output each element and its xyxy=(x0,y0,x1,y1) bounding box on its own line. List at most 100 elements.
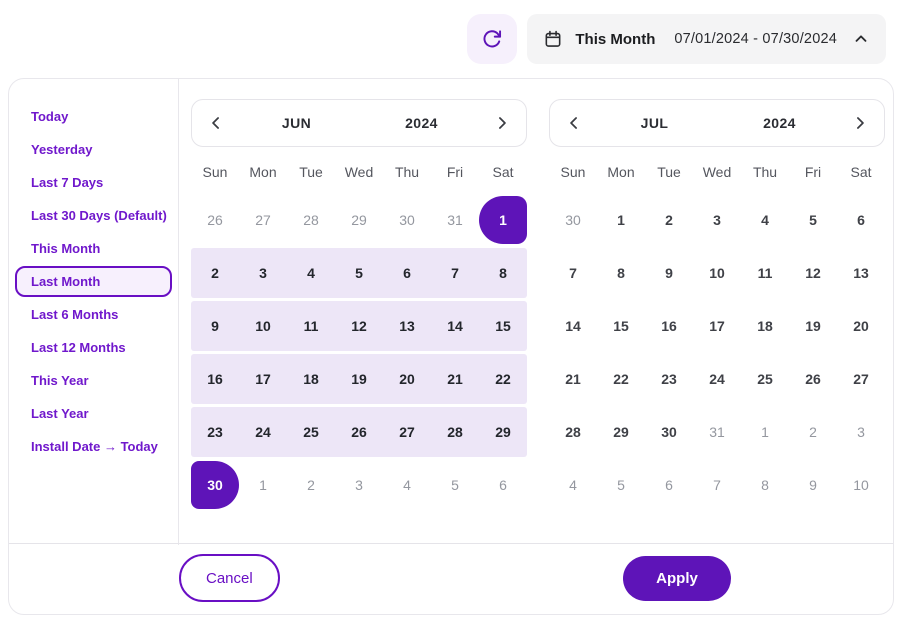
day-cell[interactable]: 25 xyxy=(303,424,319,440)
day-cell[interactable]: 27 xyxy=(255,212,271,228)
day-cell[interactable]: 5 xyxy=(617,477,625,493)
day-cell[interactable]: 26 xyxy=(351,424,367,440)
day-cell[interactable]: 24 xyxy=(709,371,725,387)
day-cell[interactable]: 5 xyxy=(355,265,363,281)
sidebar-item-yesterday[interactable]: Yesterday xyxy=(31,142,93,157)
day-cell[interactable]: 17 xyxy=(255,371,271,387)
day-cell[interactable]: 4 xyxy=(307,265,315,281)
day-cell[interactable]: 14 xyxy=(565,318,581,334)
day-cell[interactable]: 8 xyxy=(617,265,625,281)
date-range-picker-button[interactable]: This Month 07/01/2024 - 07/30/2024 xyxy=(527,14,886,64)
next-month-button[interactable] xyxy=(484,105,520,141)
sidebar-item-last-30-days-default[interactable]: Last 30 Days (Default) xyxy=(31,208,167,223)
sidebar-item-last-12-months[interactable]: Last 12 Months xyxy=(31,340,126,355)
sidebar-item-install-date-today[interactable]: Install Date → Today xyxy=(31,439,158,454)
day-cell[interactable]: 1 xyxy=(259,477,267,493)
day-cell[interactable]: 10 xyxy=(853,477,869,493)
day-cell[interactable]: 2 xyxy=(665,212,673,228)
day-cell[interactable]: 27 xyxy=(853,371,869,387)
day-cell[interactable]: 10 xyxy=(709,265,725,281)
day-cell[interactable]: 6 xyxy=(499,477,507,493)
day-cell[interactable]: 6 xyxy=(665,477,673,493)
day-cell[interactable]: 31 xyxy=(447,212,463,228)
day-cell[interactable]: 26 xyxy=(805,371,821,387)
day-cell[interactable]: 30 xyxy=(661,424,677,440)
day-cell[interactable]: 18 xyxy=(303,371,319,387)
day-cell[interactable]: 26 xyxy=(207,212,223,228)
day-cell[interactable]: 23 xyxy=(661,371,677,387)
day-cell[interactable]: 2 xyxy=(809,424,817,440)
day-cell[interactable]: 13 xyxy=(399,318,415,334)
day-cell[interactable]: 28 xyxy=(565,424,581,440)
day-cell[interactable]: 22 xyxy=(613,371,629,387)
day-cell[interactable]: 12 xyxy=(351,318,367,334)
apply-button[interactable]: Apply xyxy=(623,556,731,601)
day-cell[interactable]: 7 xyxy=(713,477,721,493)
refresh-button[interactable] xyxy=(467,14,518,64)
day-cell[interactable]: 19 xyxy=(805,318,821,334)
day-cell[interactable]: 29 xyxy=(351,212,367,228)
day-cell[interactable]: 30 xyxy=(191,461,239,509)
sidebar-item-this-year[interactable]: This Year xyxy=(31,373,89,388)
day-cell[interactable]: 31 xyxy=(709,424,725,440)
day-cell[interactable]: 30 xyxy=(565,212,581,228)
sidebar-item-this-month[interactable]: This Month xyxy=(31,241,101,256)
day-cell[interactable]: 15 xyxy=(495,318,511,334)
day-cell[interactable]: 9 xyxy=(211,318,219,334)
day-cell[interactable]: 30 xyxy=(399,212,415,228)
day-cell[interactable]: 7 xyxy=(569,265,577,281)
day-cell[interactable]: 10 xyxy=(255,318,271,334)
day-cell[interactable]: 25 xyxy=(757,371,773,387)
day-cell[interactable]: 3 xyxy=(857,424,865,440)
day-cell[interactable]: 1 xyxy=(617,212,625,228)
sidebar-item-today[interactable]: Today xyxy=(31,109,69,124)
day-cell[interactable]: 9 xyxy=(809,477,817,493)
day-cell[interactable]: 4 xyxy=(569,477,577,493)
day-cell[interactable]: 8 xyxy=(499,265,507,281)
day-cell[interactable]: 27 xyxy=(399,424,415,440)
day-cell[interactable]: 5 xyxy=(451,477,459,493)
day-cell[interactable]: 4 xyxy=(761,212,769,228)
day-cell[interactable]: 11 xyxy=(757,265,773,281)
day-cell[interactable]: 16 xyxy=(207,371,223,387)
day-cell[interactable]: 23 xyxy=(207,424,223,440)
prev-month-button[interactable] xyxy=(198,105,234,141)
day-cell[interactable]: 3 xyxy=(713,212,721,228)
day-cell[interactable]: 28 xyxy=(447,424,463,440)
day-cell[interactable]: 3 xyxy=(259,265,267,281)
day-cell[interactable]: 5 xyxy=(809,212,817,228)
day-cell[interactable]: 17 xyxy=(709,318,725,334)
cancel-button[interactable]: Cancel xyxy=(179,554,280,602)
sidebar-item-last-year[interactable]: Last Year xyxy=(31,406,89,421)
day-cell[interactable]: 29 xyxy=(495,424,511,440)
day-cell[interactable]: 8 xyxy=(761,477,769,493)
day-cell[interactable]: 24 xyxy=(255,424,271,440)
day-cell[interactable]: 13 xyxy=(853,265,869,281)
prev-month-button[interactable] xyxy=(556,105,592,141)
day-cell[interactable]: 1 xyxy=(761,424,769,440)
day-cell[interactable]: 20 xyxy=(853,318,869,334)
sidebar-item-last-6-months[interactable]: Last 6 Months xyxy=(31,307,119,322)
day-cell[interactable]: 2 xyxy=(307,477,315,493)
next-month-button[interactable] xyxy=(842,105,878,141)
day-cell[interactable]: 18 xyxy=(757,318,773,334)
day-cell[interactable]: 21 xyxy=(447,371,463,387)
day-cell[interactable]: 14 xyxy=(447,318,463,334)
day-cell[interactable]: 9 xyxy=(665,265,673,281)
sidebar-item-last-7-days[interactable]: Last 7 Days xyxy=(31,175,104,190)
day-cell[interactable]: 16 xyxy=(661,318,677,334)
day-cell[interactable]: 28 xyxy=(303,212,319,228)
day-cell[interactable]: 2 xyxy=(211,265,219,281)
day-cell[interactable]: 6 xyxy=(403,265,411,281)
sidebar-item-last-month[interactable]: Last Month xyxy=(15,266,172,297)
day-cell[interactable]: 20 xyxy=(399,371,415,387)
day-cell[interactable]: 21 xyxy=(565,371,581,387)
day-cell[interactable]: 11 xyxy=(303,318,319,334)
day-cell[interactable]: 6 xyxy=(857,212,865,228)
day-cell[interactable]: 4 xyxy=(403,477,411,493)
day-cell[interactable]: 15 xyxy=(613,318,629,334)
day-cell[interactable]: 7 xyxy=(451,265,459,281)
day-cell[interactable]: 12 xyxy=(805,265,821,281)
day-cell[interactable]: 1 xyxy=(479,196,527,244)
day-cell[interactable]: 29 xyxy=(613,424,629,440)
